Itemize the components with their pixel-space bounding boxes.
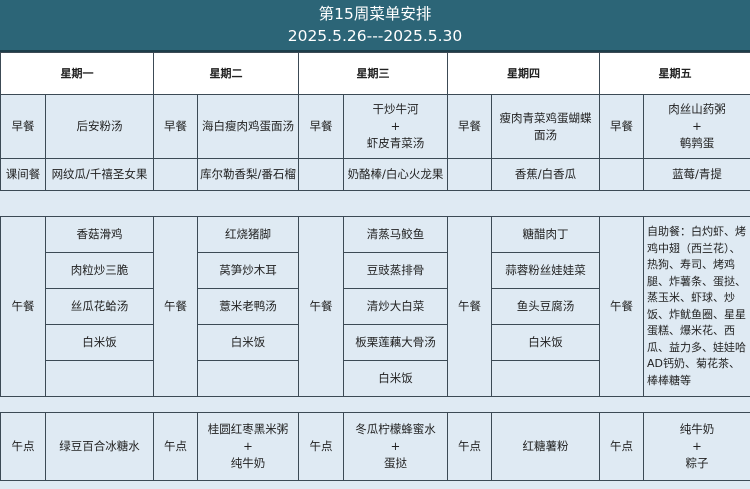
meal-label: 早餐	[153, 94, 198, 159]
menu-title-bar: 第15周菜单安排 2025.5.26---2025.5.30	[0, 0, 750, 52]
lunch-dish	[45, 360, 154, 397]
day-header: 星期四	[447, 52, 600, 95]
lunch-dish: 白米饭	[343, 360, 448, 397]
lunch-dish: 白米饭	[197, 324, 299, 361]
snack-cell: 库尔勒香梨/番石榴	[197, 158, 299, 191]
lunch-row: 白米饭 白米饭 板栗莲藕大骨汤 白米饭	[1, 324, 750, 361]
breakfast-cell: 海白瘦肉鸡蛋面汤	[197, 94, 299, 159]
meal-label: 午点	[447, 412, 492, 481]
snack-row: 课间餐 网纹瓜/千禧圣女果 库尔勒香梨/番石榴 奶酪棒/白心火龙果 香蕉/白香瓜…	[0, 158, 750, 191]
lunch-dish: 白米饭	[491, 324, 600, 361]
lunch-dish: 莴笋炒木耳	[197, 252, 299, 289]
lunch-row: 肉粒炒三脆 莴笋炒木耳 豆豉蒸排骨 蒜蓉粉丝娃娃菜	[1, 252, 750, 289]
snack-cell: 香蕉/白香瓜	[491, 158, 600, 191]
meal-label: 午餐	[298, 216, 344, 397]
meal-label: 午餐	[0, 216, 46, 397]
date-range: 2025.5.26---2025.5.30	[287, 27, 463, 45]
day-header: 星期三	[298, 52, 448, 95]
day-header: 星期一	[0, 52, 154, 95]
spacer-row	[0, 190, 750, 217]
meal-label: 课间餐	[0, 158, 46, 191]
lunch-dish: 糖醋肉丁	[491, 216, 600, 253]
day-header: 星期二	[153, 52, 299, 95]
lunch-dish: 香菇滑鸡	[45, 216, 154, 253]
meal-label: 午餐	[153, 216, 198, 397]
meal-label: 午点	[0, 412, 46, 481]
lunch-dish: 鱼头豆腐汤	[491, 288, 600, 325]
breakfast-cell: 干炒牛河 + 虾皮青菜汤	[343, 94, 448, 159]
lunch-dish	[491, 360, 600, 397]
meal-label: 早餐	[599, 94, 644, 159]
breakfast-cell: 瘦肉青菜鸡蛋蝴蝶面汤	[491, 94, 600, 159]
breakfast-cell: 后安粉汤	[45, 94, 154, 159]
breakfast-cell: 肉丝山药粥 + 鹌鹑蛋	[643, 94, 750, 159]
spacer-row	[0, 396, 750, 413]
menu-table: 星期一 星期二 星期三 星期四 星期五 早餐 后安粉汤 早餐 海白瘦肉鸡蛋面汤 …	[0, 52, 750, 481]
breakfast-row: 早餐 后安粉汤 早餐 海白瘦肉鸡蛋面汤 早餐 干炒牛河 + 虾皮青菜汤 早餐 瘦肉青…	[0, 94, 750, 159]
lunch-dish: 清炒大白菜	[343, 288, 448, 325]
lunch-dish: 豆豉蒸排骨	[343, 252, 448, 289]
meal-label: 午点	[599, 412, 644, 481]
meal-label: 早餐	[447, 94, 492, 159]
meal-label: 午点	[298, 412, 344, 481]
snack-cell: 蓝莓/青提	[643, 158, 750, 191]
afternoon-cell: 桂圆红枣黑米粥 + 纯牛奶	[197, 412, 299, 481]
afternoon-row: 午点 绿豆百合冰糖水 午点 桂圆红枣黑米粥 + 纯牛奶 午点 冬瓜柠檬蜂蜜水 + 蛋挞 …	[0, 412, 750, 481]
day-header: 星期五	[599, 52, 750, 95]
lunch-dish: 白米饭	[45, 324, 154, 361]
lunch-dish: 肉粒炒三脆	[45, 252, 154, 289]
lunch-row: 午餐 香菇滑鸡 午餐 红烧猪脚 午餐 清蒸马鲛鱼 午餐 糖醋肉丁 午餐 自助餐：…	[0, 216, 750, 397]
lunch-dish: 蒜蓉粉丝娃娃菜	[491, 252, 600, 289]
afternoon-cell: 红糖薯粉	[491, 412, 600, 481]
snack-cell: 网纹瓜/千禧圣女果	[45, 158, 154, 191]
menu-title: 第15周菜单安排	[318, 5, 432, 23]
lunch-dish: 丝瓜花蛤汤	[45, 288, 154, 325]
lunch-dish: 红烧猪脚	[197, 216, 299, 253]
meal-label: 午餐	[599, 216, 644, 397]
buffet-cell: 自助餐：白灼虾、烤鸡中翅（西兰花）、热狗、寿司、烤鸡腿、炸薯条、蛋挞、蒸玉米、虾…	[643, 216, 750, 397]
lunch-dish: 薏米老鸭汤	[197, 288, 299, 325]
lunch-dish: 板栗莲藕大骨汤	[343, 324, 448, 361]
snack-cell: 奶酪棒/白心火龙果	[343, 158, 448, 191]
day-header-row: 星期一 星期二 星期三 星期四 星期五	[0, 52, 750, 95]
lunch-dish	[197, 360, 299, 397]
afternoon-cell: 冬瓜柠檬蜂蜜水 + 蛋挞	[343, 412, 448, 481]
meal-label: 午餐	[447, 216, 492, 397]
afternoon-cell: 绿豆百合冰糖水	[45, 412, 154, 481]
lunch-dish: 清蒸马鲛鱼	[343, 216, 448, 253]
afternoon-cell: 纯牛奶 + 粽子	[643, 412, 750, 481]
meal-label: 早餐	[298, 94, 344, 159]
meal-label: 午点	[153, 412, 198, 481]
meal-label: 早餐	[0, 94, 46, 159]
lunch-row: 丝瓜花蛤汤 薏米老鸭汤 清炒大白菜 鱼头豆腐汤	[1, 288, 750, 325]
